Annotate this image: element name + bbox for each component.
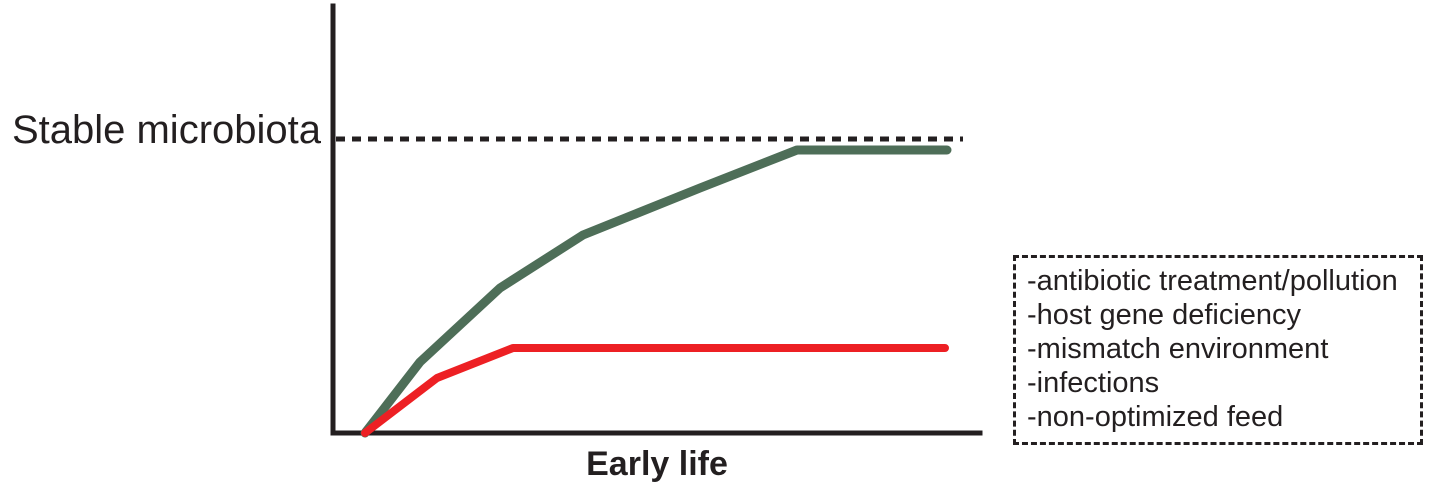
legend-item: -mismatch environment <box>1027 333 1329 365</box>
legend-item: -antibiotic treatment/pollution <box>1027 265 1398 297</box>
disruption-factors-box: -antibiotic treatment/pollution -host ge… <box>1013 255 1423 445</box>
legend-item: -infections <box>1027 367 1160 399</box>
axes-lines <box>330 3 983 436</box>
x-axis-label: Early life <box>586 445 728 483</box>
legend-item: -non-optimized feed <box>1027 401 1284 433</box>
normal-microbiota-line <box>360 145 952 438</box>
stable-microbiota-label: Stable microbiota <box>11 108 321 152</box>
legend-item: -host gene deficiency <box>1027 299 1302 331</box>
disturbed-microbiota-line <box>361 344 949 437</box>
